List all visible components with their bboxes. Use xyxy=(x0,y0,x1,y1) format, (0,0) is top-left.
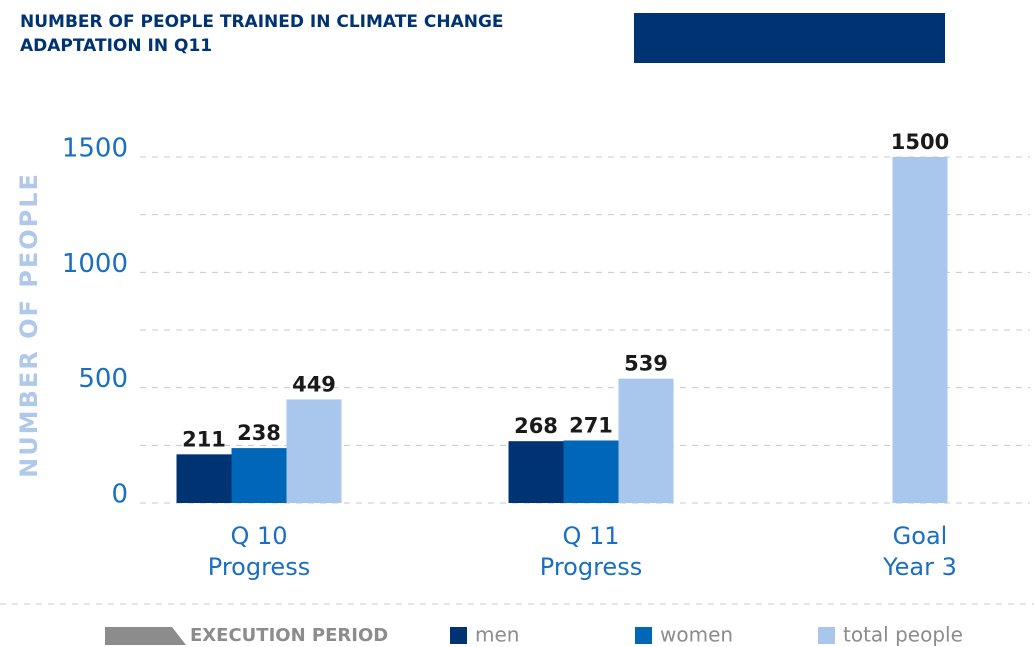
y-tick-label: 1000 xyxy=(62,249,128,279)
bar xyxy=(508,441,564,503)
x-tick-label: Q 11 Progress xyxy=(540,522,642,581)
bar xyxy=(231,448,287,503)
legend-note: EXECUTION PERIOD xyxy=(190,625,388,646)
legend-label: women xyxy=(660,623,733,647)
header-band xyxy=(634,13,945,63)
legend-label: total people xyxy=(843,623,963,647)
y-axis-label: NUMBER OF PEOPLE xyxy=(15,172,43,478)
x-tick-label: Goal Year 3 xyxy=(882,522,957,581)
bar xyxy=(618,378,674,503)
bar xyxy=(892,157,948,503)
value-label: 449 xyxy=(292,372,336,396)
y-tick-label: 1500 xyxy=(62,134,128,164)
value-label: 268 xyxy=(514,414,558,438)
value-label: 1500 xyxy=(891,130,949,154)
chart-title: NUMBER OF PEOPLE TRAINED IN CLIMATE CHAN… xyxy=(20,12,504,32)
chart-title: ADAPTATION IN Q11 xyxy=(20,36,212,56)
legend-label: men xyxy=(475,623,519,647)
bar xyxy=(176,454,232,503)
legend-swatch xyxy=(818,627,835,644)
value-label: 539 xyxy=(624,352,668,376)
legend-swatch xyxy=(635,627,652,644)
value-label: 271 xyxy=(569,413,613,437)
execution-icon xyxy=(105,627,186,645)
y-tick-label: 500 xyxy=(78,364,128,394)
y-tick-label: 0 xyxy=(111,480,128,510)
bar xyxy=(563,440,619,503)
value-label: 238 xyxy=(237,421,281,445)
bar xyxy=(286,399,342,503)
value-label: 211 xyxy=(182,427,226,451)
x-tick-label: Q 10 Progress xyxy=(208,522,310,581)
legend-swatch xyxy=(450,627,467,644)
